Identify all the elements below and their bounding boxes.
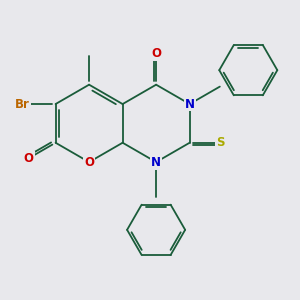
- Text: O: O: [151, 47, 161, 60]
- Text: N: N: [151, 156, 161, 169]
- Text: O: O: [84, 156, 94, 169]
- Text: O: O: [24, 152, 34, 165]
- Text: N: N: [184, 98, 195, 110]
- Text: S: S: [216, 136, 225, 149]
- Text: Br: Br: [15, 98, 30, 110]
